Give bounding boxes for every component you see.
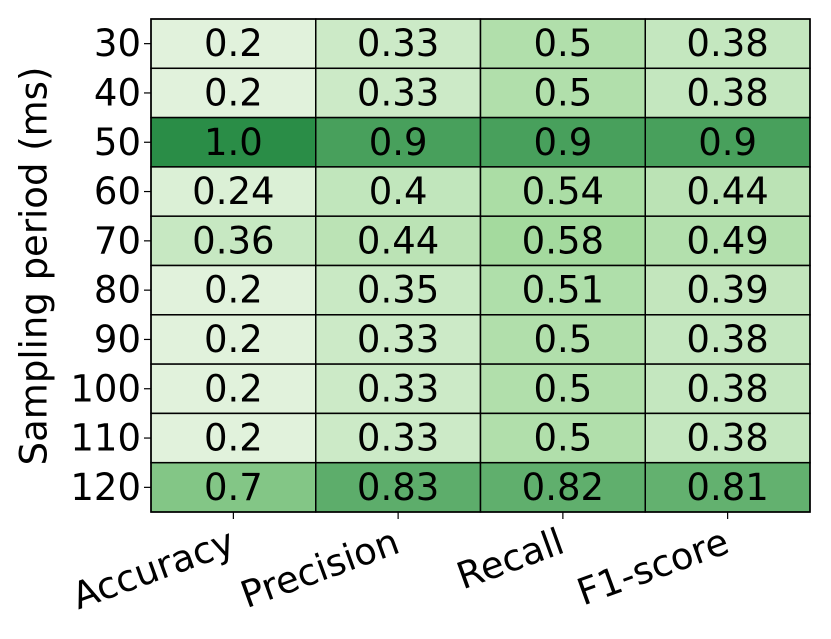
- cell-label: 0.51: [522, 269, 604, 312]
- heatmap-cell: [644, 314, 811, 365]
- cell-label: 0.9: [533, 121, 592, 164]
- heatmap-cell: [479, 363, 646, 415]
- x-tick-label: F1-score: [571, 520, 734, 614]
- x-tick-label: Recall: [451, 520, 569, 598]
- cell-label: 0.5: [533, 417, 592, 460]
- heatmap-cell: [315, 18, 482, 70]
- heatmap-cell: [644, 461, 811, 513]
- heatmap-cell: [644, 116, 811, 168]
- cell-label: 0.5: [533, 318, 592, 361]
- cell-label: 1.0: [204, 121, 263, 164]
- plot-frame: [150, 18, 811, 513]
- cell-label: 0.38: [686, 417, 768, 460]
- y-tick-label: 70: [94, 219, 141, 262]
- y-axis-label: Sampling period (ms): [13, 67, 56, 466]
- heatmap-cell: [479, 314, 646, 365]
- cell-label: 0.2: [204, 71, 263, 114]
- cell-label: 0.81: [686, 466, 768, 509]
- cell-label: 0.35: [357, 269, 439, 312]
- heatmap-cell: [150, 363, 317, 415]
- heatmap-cell: [315, 67, 482, 119]
- cell-label: 0.2: [204, 22, 263, 65]
- y-tick-label: 50: [94, 121, 141, 164]
- y-tick-label: 110: [70, 417, 141, 460]
- cell-label: 0.5: [533, 22, 592, 65]
- cell-label: 0.24: [192, 170, 274, 213]
- y-tick-label: 120: [70, 466, 141, 509]
- cell-label: 0.9: [698, 121, 757, 164]
- heatmap-cell: [479, 215, 646, 267]
- cell-label: 0.38: [686, 367, 768, 410]
- cell-label: 0.5: [533, 367, 592, 410]
- cell-label: 0.4: [369, 170, 428, 213]
- cell-label: 0.38: [686, 22, 768, 65]
- heatmap-cell: [644, 67, 811, 119]
- cell-label: 0.44: [357, 219, 439, 262]
- heatmap-cell: [644, 412, 811, 464]
- y-tick-label: 60: [94, 170, 141, 213]
- cell-label: 0.2: [204, 269, 263, 312]
- cell-label: 0.54: [522, 170, 604, 213]
- cell-label: 0.33: [357, 417, 439, 460]
- cell-label: 0.83: [357, 466, 439, 509]
- cell-label: 0.2: [204, 367, 263, 410]
- x-tick-label: Precision: [235, 520, 405, 617]
- cell-label: 0.49: [686, 219, 768, 262]
- heatmap-cell: [315, 264, 482, 316]
- cell-label: 0.33: [357, 318, 439, 361]
- cell-label: 0.33: [357, 71, 439, 114]
- heatmap-cell: [150, 18, 317, 70]
- cell-label: 0.38: [686, 318, 768, 361]
- heatmap-cell: [150, 264, 317, 316]
- cell-label: 0.5: [533, 71, 592, 114]
- y-tick-label: 90: [94, 318, 141, 361]
- cell-label: 0.36: [192, 219, 274, 262]
- cell-label: 0.7: [204, 466, 263, 509]
- cell-label: 0.82: [522, 466, 604, 509]
- y-tick-label: 80: [94, 269, 141, 312]
- cell-label: 0.33: [357, 22, 439, 65]
- cell-label: 0.2: [204, 318, 263, 361]
- cell-label: 0.2: [204, 417, 263, 460]
- cell-label: 0.33: [357, 367, 439, 410]
- heatmap-cell: [479, 461, 646, 513]
- y-tick-label: 100: [70, 367, 141, 410]
- heatmap-cell: [315, 215, 482, 267]
- cell-label: 0.44: [686, 170, 768, 213]
- x-tick-label: Accuracy: [67, 520, 240, 618]
- heatmap-cell: [644, 166, 811, 217]
- heatmap-cell: [315, 116, 482, 168]
- cell-label: 0.9: [369, 121, 428, 164]
- y-tick-label: 40: [94, 71, 141, 114]
- cell-label: 0.58: [522, 219, 604, 262]
- cell-label: 0.38: [686, 71, 768, 114]
- heatmap-cell: [315, 166, 482, 217]
- cell-label: 0.39: [686, 269, 768, 312]
- heatmap-cell: [644, 215, 811, 267]
- y-tick-label: 30: [94, 22, 141, 65]
- heatmap-cell: [150, 461, 317, 513]
- heatmap-cell: [479, 264, 646, 316]
